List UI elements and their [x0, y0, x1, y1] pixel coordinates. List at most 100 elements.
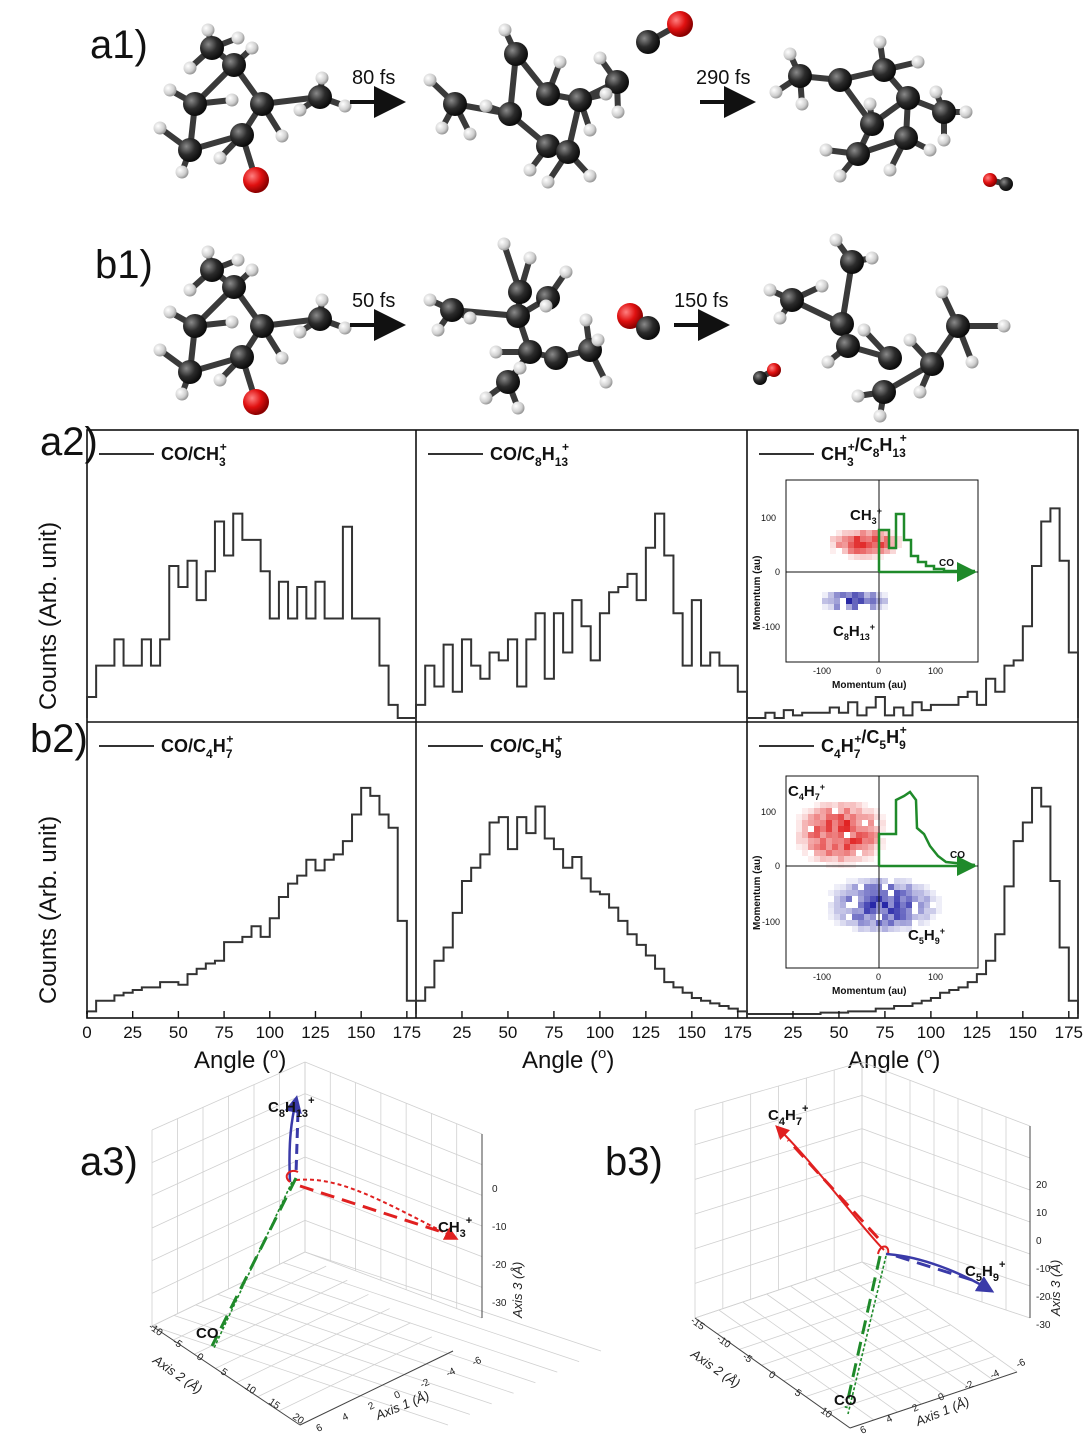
heatmap-cell: [870, 598, 876, 604]
heatmap-cell: [838, 814, 844, 820]
heatmap-cell: [884, 548, 890, 554]
heatmap-cell: [890, 542, 896, 548]
heatmap-cell: [864, 598, 870, 604]
heatmap-cell: [832, 832, 838, 838]
carbon-atom: [183, 314, 207, 338]
co-momentum-trace: [877, 512, 975, 573]
heatmap-cell: [894, 890, 900, 896]
hydrogen-atom: [293, 103, 307, 117]
heatmap-cell: [834, 890, 840, 896]
heatmap-cell: [930, 914, 936, 920]
grid-line: [861, 1128, 1031, 1191]
heatmap-cell: [930, 896, 936, 902]
svg-text:Angle (o): Angle (o): [848, 1045, 940, 1074]
heatmap-cell: [866, 536, 872, 542]
heatmap-cell: [882, 908, 888, 914]
carbon-atom: [878, 346, 902, 370]
heatmap-cell: [814, 820, 820, 826]
trajectory-loop: [877, 1245, 890, 1255]
heatmap-cell: [826, 856, 832, 862]
carbon-atom: [636, 316, 660, 340]
heatmap-cell: [858, 908, 864, 914]
heatmap-cell: [846, 896, 852, 902]
heatmap-cell: [858, 890, 864, 896]
grid-line: [861, 1261, 1031, 1319]
histogram-series: [86, 507, 1079, 1015]
heatmap-cell: [856, 832, 862, 838]
heatmap-cell: [930, 890, 936, 896]
hydrogen-atom: [873, 409, 887, 423]
svg-text:Angle (o): Angle (o): [522, 1045, 614, 1074]
heatmap-cell: [858, 592, 864, 598]
carbon-atom: [999, 177, 1013, 191]
x-tick-label: 2: [367, 1400, 377, 1413]
grid-line: [239, 1283, 536, 1384]
heatmap-cell: [918, 896, 924, 902]
hydrogen-atom: [231, 31, 245, 45]
inset-ytick-100: 100: [761, 807, 776, 817]
hydrogen-atom: [175, 165, 189, 179]
hydrogen-atom: [795, 97, 809, 111]
heatmap-cell: [836, 536, 842, 542]
carbon-atom: [536, 82, 560, 106]
heatmap-cell: [872, 542, 878, 548]
panel-label-a3: a3): [80, 1140, 138, 1184]
heatmap-cell: [900, 908, 906, 914]
x-tick-label: 175: [1055, 1023, 1083, 1042]
trajectory-ch3: [295, 1178, 459, 1240]
trajectory-ch3-fit: [299, 1184, 443, 1234]
heatmap-cell: [936, 908, 942, 914]
svg-text:Angle (o): Angle (o): [194, 1045, 286, 1074]
legend-b2-col2: CO/C5H9+: [490, 732, 562, 761]
carbon-atom: [946, 314, 970, 338]
hydrogen-atom: [935, 285, 949, 299]
x-tick-label: 100: [917, 1023, 945, 1042]
inset-ytick-0: 0: [775, 861, 780, 871]
grid-line: [694, 1161, 863, 1215]
grid-line: [827, 1355, 995, 1413]
heatmap-cell: [838, 838, 844, 844]
carbon-atom: [556, 140, 580, 164]
hydrogen-atom: [275, 129, 289, 143]
heatmap-cell: [894, 896, 900, 902]
heatmap-cell: [882, 926, 888, 932]
heatmap-cell: [796, 838, 802, 844]
heatmap-cell: [844, 850, 850, 856]
heatmap-cell: [808, 814, 814, 820]
carbon-atom: [508, 280, 532, 304]
heatmap-cell: [848, 530, 854, 536]
axis-line: [151, 1325, 301, 1426]
grid-line: [837, 1269, 994, 1381]
heatmap-cell: [924, 920, 930, 926]
heatmap-cell: [852, 592, 858, 598]
grid-line: [694, 1128, 863, 1180]
hydrogen-atom: [863, 97, 877, 111]
heatmap-cell: [862, 808, 868, 814]
heatmap-cell: [828, 914, 834, 920]
heatmap-cell: [856, 808, 862, 814]
z-tick-label: -20: [1036, 1292, 1051, 1303]
heatmap-cell: [936, 902, 942, 908]
carbon-atom: [828, 68, 852, 92]
x-axis-label-text: Angle (: [194, 1047, 270, 1074]
heatmap-cell: [834, 598, 840, 604]
heatmap-cell: [822, 592, 828, 598]
grid-line: [215, 1294, 369, 1369]
heatmap-cell: [894, 902, 900, 908]
x-axis-label-text: Angle (: [522, 1047, 598, 1074]
grid-line: [236, 1308, 390, 1383]
heatmap-cell: [900, 920, 906, 926]
momentum-inset-a: CO CH3+ C8H13+ 100 0 -100 -100 0 100 Mom…: [752, 479, 979, 691]
heatmap-cell: [862, 838, 868, 844]
b3-label-co: CO: [834, 1392, 857, 1409]
heatmap-cell: [864, 878, 870, 884]
carbon-atom: [544, 346, 568, 370]
x-tick-label: 125: [301, 1023, 329, 1042]
histogram-grid: [86, 429, 1079, 1019]
hydrogen-atom: [225, 93, 239, 107]
inset-ytick-neg100: -100: [762, 917, 780, 927]
heatmap-cell: [906, 890, 912, 896]
heatmap-cell: [870, 920, 876, 926]
carbon-atom: [308, 307, 332, 331]
inset-co-label: CO: [939, 558, 954, 569]
